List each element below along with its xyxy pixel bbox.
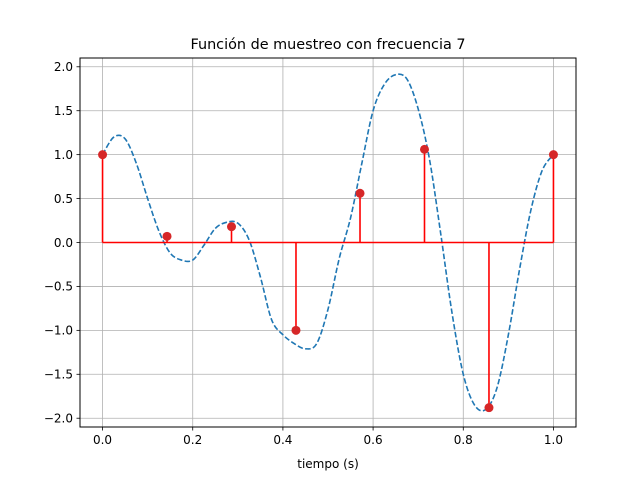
- y-tick-label: 2.0: [54, 60, 73, 74]
- sample-point: [162, 231, 172, 241]
- y-tick-label: −0.5: [44, 280, 73, 294]
- y-tick-label: 0.5: [54, 192, 73, 206]
- chart-title: Función de muestreo con frecuencia 7: [190, 37, 465, 53]
- y-tick-label: −1.0: [44, 324, 73, 338]
- x-tick-label: 0.6: [364, 433, 383, 447]
- x-tick-label: 0.2: [183, 433, 202, 447]
- sample-point: [419, 144, 429, 154]
- sample-point: [355, 188, 365, 198]
- x-tick-label: 0.4: [273, 433, 292, 447]
- x-tick-label: 0.0: [93, 433, 112, 447]
- x-axis-label: tiempo (s): [297, 457, 359, 471]
- sample-point: [484, 403, 494, 413]
- sample-point: [548, 150, 558, 160]
- plot-area: [98, 73, 558, 413]
- x-tick-label: 0.8: [454, 433, 473, 447]
- y-tick-label: −2.0: [44, 412, 73, 426]
- sample-point: [98, 150, 108, 160]
- y-tick-label: −1.5: [44, 368, 73, 382]
- y-tick-label: 1.5: [54, 104, 73, 118]
- sample-point: [291, 325, 301, 335]
- sample-point: [227, 222, 237, 232]
- x-tick-label: 1.0: [544, 433, 563, 447]
- continuous-signal-line: [101, 73, 555, 412]
- y-tick-label: 0.0: [54, 236, 73, 250]
- ticks: 0.0 0.2 0.4 0.6 0.8 1.0 −2.0 −1.5 −1.0 −0.5 0.0 0.5…: [44, 60, 563, 447]
- y-tick-label: 1.0: [54, 148, 73, 162]
